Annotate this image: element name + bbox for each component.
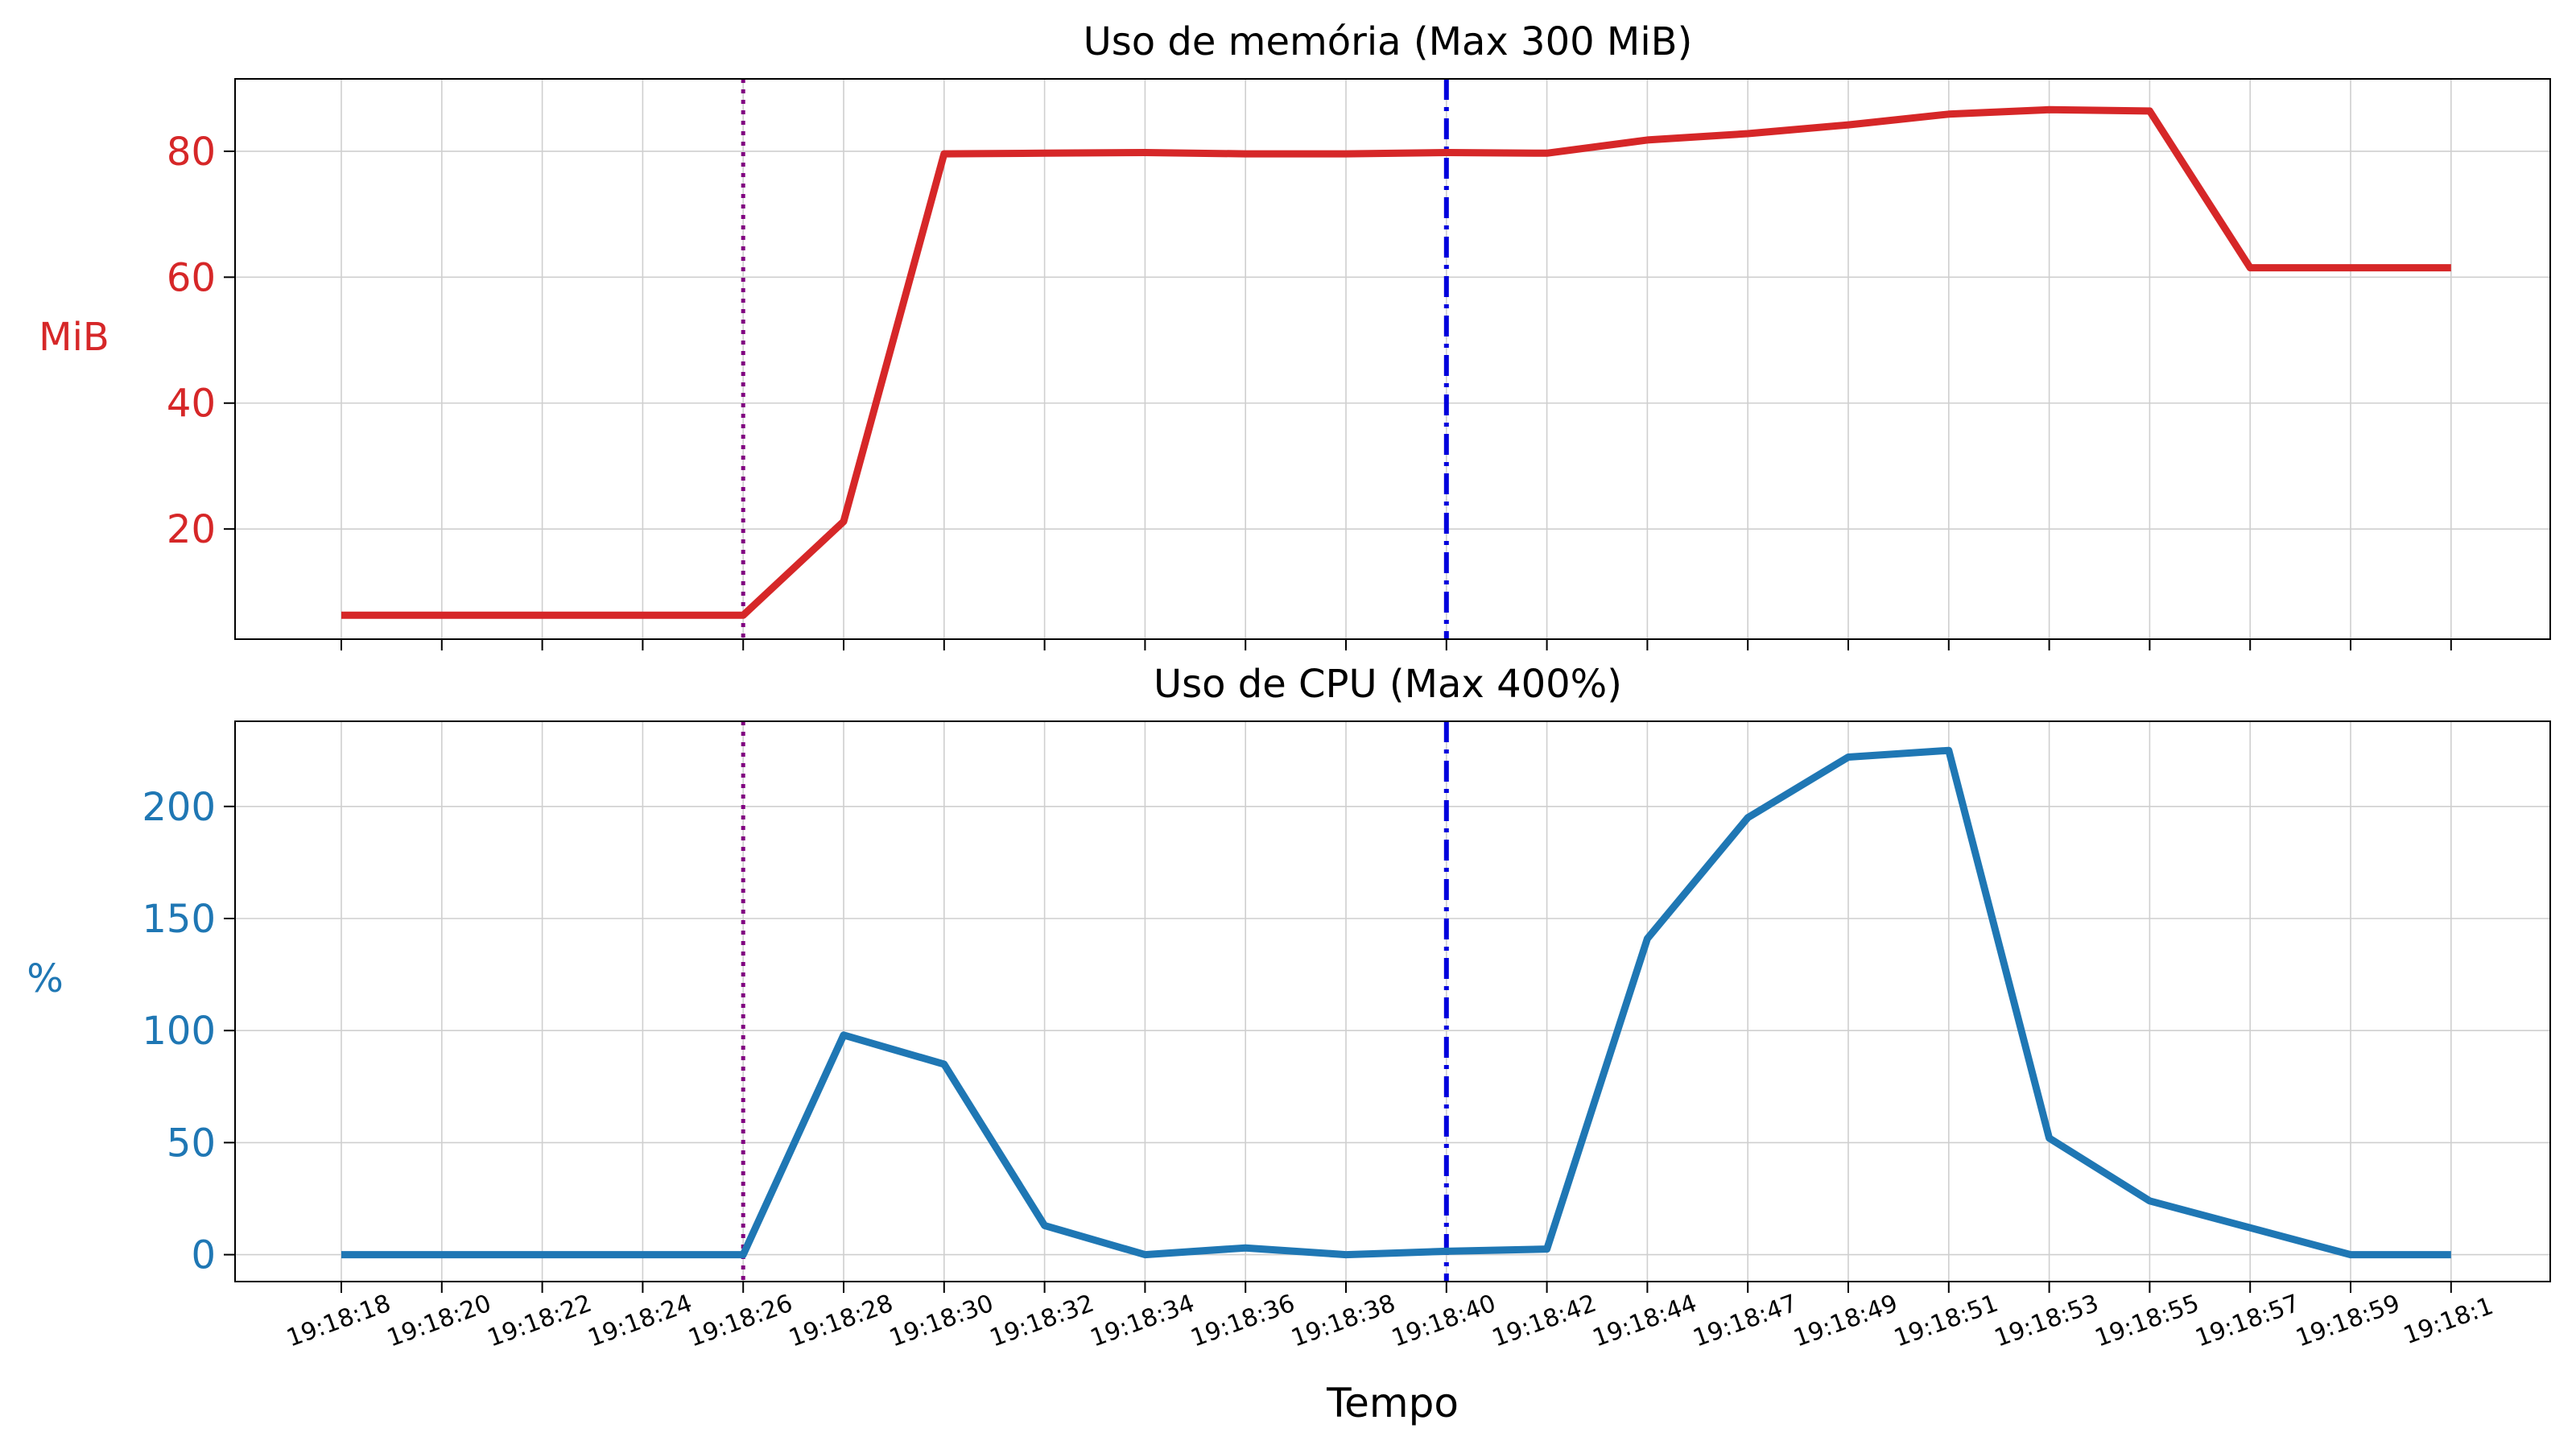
cpu-chart-title: Uso de CPU (Max 400%) [1154, 662, 1622, 707]
cpu-y-tick-label: 50 [167, 1121, 216, 1166]
cpu-y-tick-label: 100 [142, 1009, 216, 1054]
cpu-plot-frame [234, 720, 2551, 1282]
memory-series [341, 105, 2451, 619]
cpu-y-tick-label: 0 [191, 1233, 216, 1278]
memory-y-axis-label: MiB [39, 315, 109, 360]
cpu-y-ticks: 0 50 100 150 200 [142, 785, 235, 1278]
memory-y-tick-label: 60 [167, 255, 216, 300]
cpu-y-tick-label: 150 [142, 897, 216, 942]
memory-series-line [341, 105, 2451, 619]
memory-grid [235, 79, 2550, 639]
cpu-grid [235, 721, 2550, 1282]
x-axis-label: Tempo [1326, 1380, 1459, 1426]
cpu-series [341, 746, 2451, 1259]
memory-marker-lines [741, 79, 1449, 639]
memory-y-ticks: 20 40 60 80 [167, 130, 2452, 650]
memory-chart-title: Uso de memória (Max 300 MiB) [1084, 19, 1693, 64]
cpu-y-axis-label: % [27, 956, 64, 1001]
cpu-y-tick-label: 200 [142, 785, 216, 830]
cpu-marker-lines [741, 721, 1449, 1282]
cpu-series-line [341, 746, 2451, 1259]
memory-plot-frame [234, 78, 2551, 640]
memory-chart: Uso de memória (Max 300 MiB) MiB 20 40 60 8… [39, 19, 2551, 650]
memory-y-tick-label: 20 [167, 507, 216, 552]
memory-y-tick-label: 80 [167, 130, 216, 175]
memory-y-tick-label: 40 [167, 382, 216, 427]
